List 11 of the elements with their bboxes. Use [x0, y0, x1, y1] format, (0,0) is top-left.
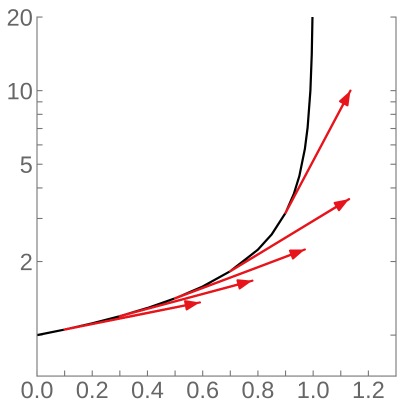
- x-tick-label: 0.8: [242, 382, 274, 398]
- x-tick-label: 0.0: [22, 382, 52, 398]
- x-tick-label: 0.2: [76, 382, 108, 398]
- y-tick-label: 5: [20, 156, 32, 174]
- y-tick-label: 20: [8, 9, 32, 26]
- y-tick-label: 10: [8, 82, 32, 100]
- y-tick-label: 2: [20, 254, 32, 270]
- x-tick-label: 0.6: [187, 382, 218, 398]
- x-tick-label: 1.2: [354, 382, 384, 398]
- x-tick-label: 1.0: [298, 382, 329, 398]
- x-tick-label: 0.4: [132, 382, 164, 398]
